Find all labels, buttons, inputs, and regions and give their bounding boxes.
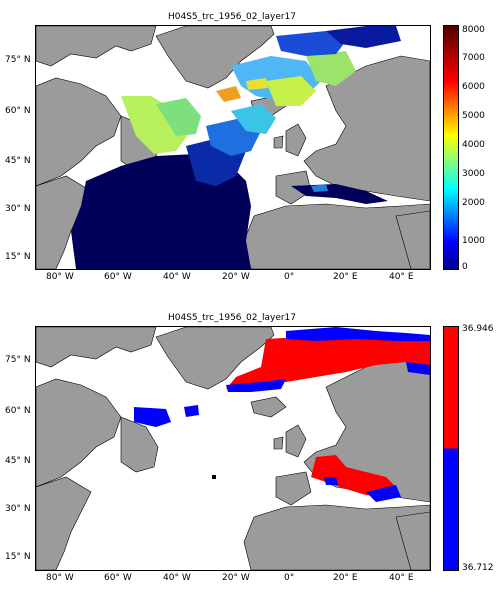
y-tick-top-45: 45° N bbox=[5, 156, 31, 166]
x-tick-top-20e: 20° E bbox=[333, 272, 358, 282]
map-title-top: H04S5_trc_1956_02_layer17 bbox=[167, 12, 297, 22]
colorbar-top-tick-2000: 2000 bbox=[462, 198, 485, 208]
colorbar-top-tick-3000: 3000 bbox=[462, 169, 485, 179]
colorbar-bottom-tick-min: 36.712 bbox=[462, 563, 494, 573]
tracer-field-bottom bbox=[134, 327, 430, 502]
x-tick-bottom-40w: 40° W bbox=[163, 573, 191, 583]
colorbar-bottom-tick-max: 36.946 bbox=[462, 324, 494, 334]
colorbar-top-tick-4000: 4000 bbox=[462, 140, 485, 150]
x-tick-top-40e: 40° E bbox=[389, 272, 414, 282]
colorbar-top-tick-0: 0 bbox=[462, 262, 468, 272]
y-tick-top-30: 30° N bbox=[5, 204, 31, 214]
map-panel-bottom bbox=[35, 326, 431, 571]
x-tick-bottom-0: 0° bbox=[284, 573, 295, 583]
y-tick-top-15: 15° N bbox=[5, 252, 31, 262]
colorbar-top-tick-7000: 7000 bbox=[462, 53, 485, 63]
colorbar-bottom bbox=[443, 326, 459, 571]
y-tick-bottom-30: 30° N bbox=[5, 504, 31, 514]
x-tick-top-0: 0° bbox=[284, 272, 295, 282]
map-canvas-top bbox=[36, 26, 430, 269]
x-tick-bottom-20e: 20° E bbox=[333, 573, 358, 583]
colorbar-top-tick-8000: 8000 bbox=[462, 25, 485, 35]
map-canvas-bottom bbox=[36, 327, 430, 570]
x-tick-top-20w: 20° W bbox=[222, 272, 250, 282]
y-tick-top-60: 60° N bbox=[5, 106, 31, 116]
colorbar-top-tick-1000: 1000 bbox=[462, 236, 485, 246]
x-tick-bottom-80w: 80° W bbox=[46, 573, 74, 583]
y-tick-top-75: 75° N bbox=[5, 55, 31, 65]
y-tick-bottom-60: 60° N bbox=[5, 406, 31, 416]
y-tick-bottom-45: 45° N bbox=[5, 456, 31, 466]
colorbar-top-tick-5000: 5000 bbox=[462, 111, 485, 121]
x-tick-top-80w: 80° W bbox=[46, 272, 74, 282]
colorbar-top bbox=[443, 25, 459, 270]
x-tick-bottom-60w: 60° W bbox=[104, 573, 132, 583]
colorbar-top-tick-6000: 6000 bbox=[462, 82, 485, 92]
map-title-bottom: H04S5_trc_1956_02_layer17 bbox=[167, 313, 297, 323]
x-tick-bottom-20w: 20° W bbox=[222, 573, 250, 583]
y-tick-bottom-15: 15° N bbox=[5, 552, 31, 562]
x-tick-top-40w: 40° W bbox=[163, 272, 191, 282]
tracer-field-top bbox=[71, 26, 401, 269]
y-tick-bottom-75: 75° N bbox=[5, 355, 31, 365]
x-tick-top-60w: 60° W bbox=[104, 272, 132, 282]
map-panel-top bbox=[35, 25, 431, 270]
x-tick-bottom-40e: 40° E bbox=[389, 573, 414, 583]
